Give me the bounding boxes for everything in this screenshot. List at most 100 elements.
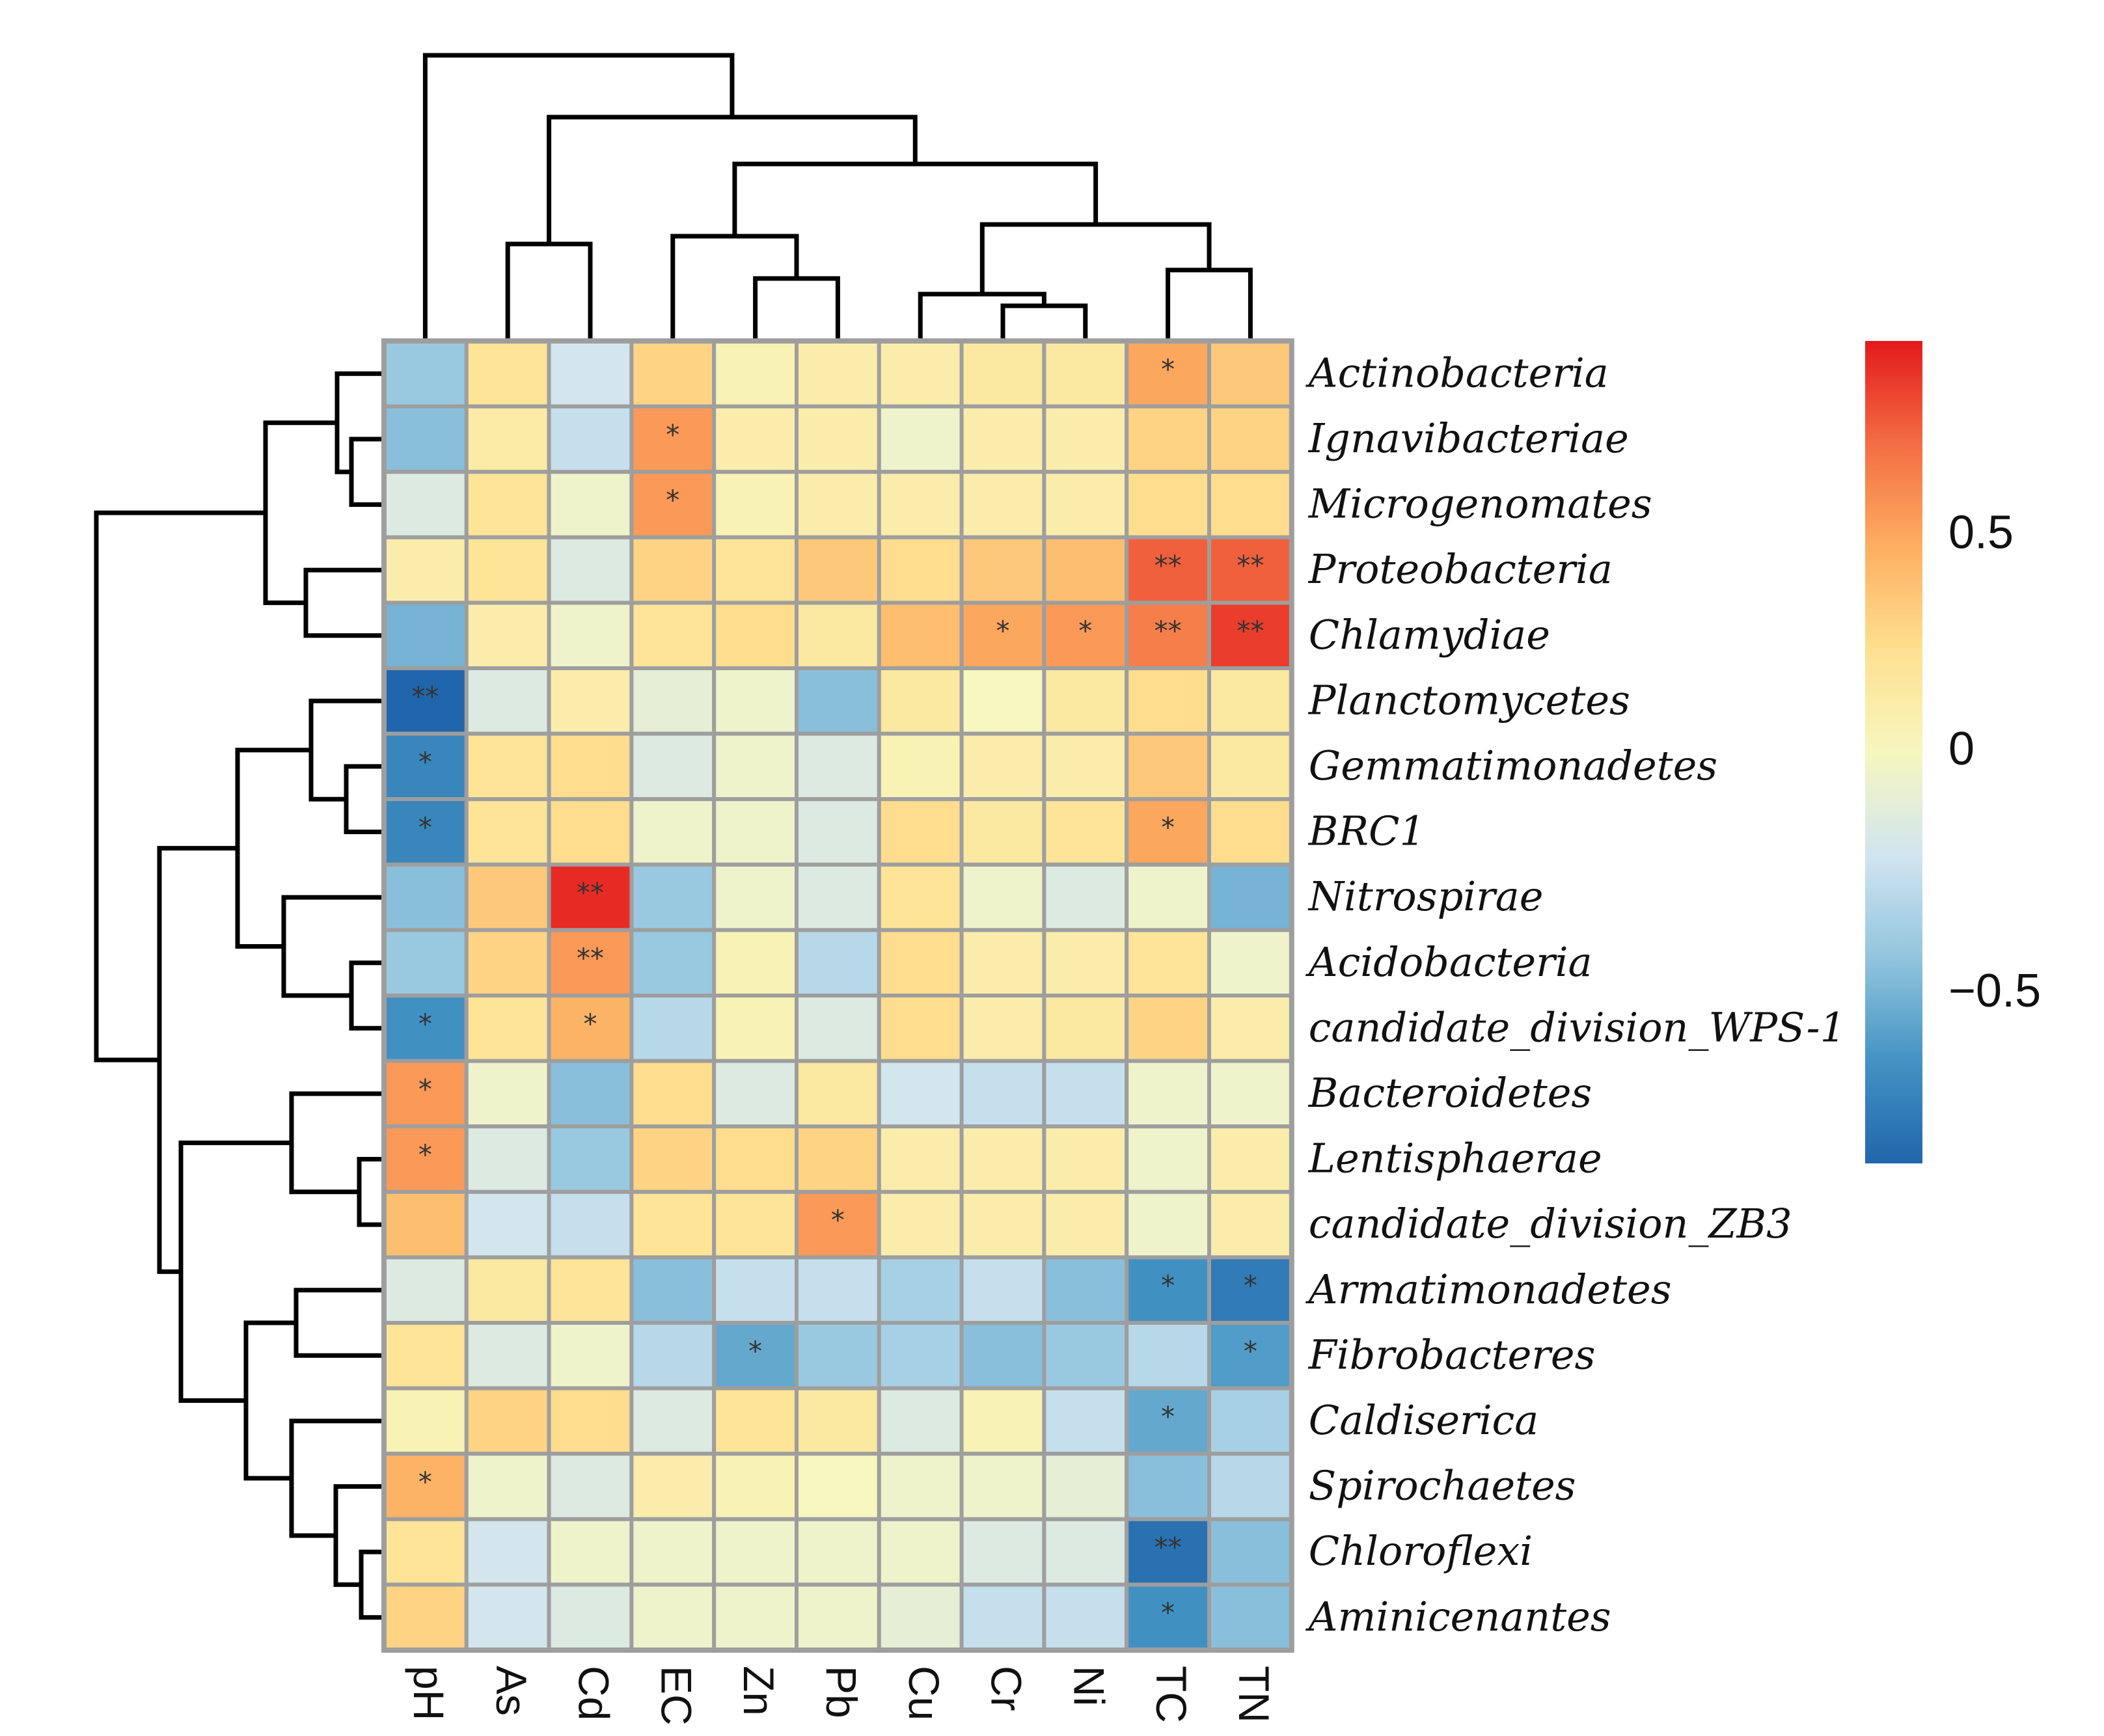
dendrogram-branch: [157, 846, 238, 1274]
heatmap-cell: [795, 666, 881, 736]
dendrogram-branch: [335, 371, 384, 474]
heatmap-cell: [382, 404, 469, 474]
heatmap-cell: [877, 535, 964, 605]
heatmap-cell: [795, 404, 881, 474]
column-label: Cd: [570, 1666, 618, 1720]
heatmap-cell: [712, 731, 799, 802]
dendrogram-branch: [235, 748, 311, 949]
heatmap-cell: [959, 862, 1046, 932]
dendrogram-branch: [357, 1157, 384, 1227]
heatmap-cell: [464, 1255, 551, 1325]
heatmap-cell: [959, 1255, 1046, 1325]
heatmap-cell: [1207, 666, 1294, 736]
heatmap-cell: [1207, 928, 1294, 998]
heatmap-cell: [1207, 404, 1294, 474]
dendrogram-branch: [263, 420, 337, 605]
heatmap-cell: [382, 862, 469, 932]
heatmap-cell: [795, 339, 881, 409]
heatmap-cell: [1042, 862, 1129, 932]
heatmap-cell: [547, 470, 634, 539]
heatmap-cell: [712, 862, 799, 932]
heatmap-cell: [1125, 928, 1211, 998]
significance-star: *: [1244, 1335, 1257, 1367]
heatmap-cell: [464, 1321, 551, 1390]
heatmap-cell: [464, 1517, 551, 1587]
significance-star: **: [577, 942, 604, 974]
heatmap-cell: [795, 928, 881, 998]
heatmap-cell: [1042, 731, 1129, 802]
row-label: Chlamydiae: [1309, 611, 1550, 658]
dendrogram-branch: [979, 222, 1212, 294]
heatmap-cell: [1125, 862, 1211, 932]
heatmap-cell: [959, 731, 1046, 802]
heatmap-cell: [1042, 928, 1129, 998]
significance-star: *: [418, 1008, 432, 1040]
heatmap-cell: [959, 1517, 1046, 1587]
heatmap-cell: [464, 404, 551, 474]
colorbar-tick-label: 0.5: [1948, 506, 2014, 558]
heatmap-cell: [1125, 1321, 1211, 1390]
heatmap-cell: [877, 1189, 964, 1260]
column-label: pH: [405, 1666, 453, 1720]
heatmap-cell: [547, 1124, 634, 1194]
heatmap-cell: [1042, 1452, 1129, 1521]
heatmap-cell: [1125, 1582, 1211, 1652]
row-label: candidate_division_ZB3: [1309, 1200, 1792, 1247]
heatmap-cell: [795, 862, 881, 932]
heatmap-cell: [877, 928, 964, 998]
significance-star: *: [1161, 1597, 1175, 1629]
heatmap-cell: [795, 1517, 881, 1587]
heatmap-cell: [877, 1124, 964, 1194]
heatmap-cell: [382, 339, 469, 409]
row-label: BRC1: [1308, 807, 1425, 855]
heatmap-cell: [464, 601, 551, 671]
heatmap-cell: [1125, 1452, 1211, 1521]
column-label: Cu: [900, 1666, 948, 1720]
heatmap-cell: [1042, 994, 1129, 1063]
heatmap-cell: [547, 601, 634, 671]
heatmap-cell: [795, 1321, 881, 1390]
significance-star: *: [831, 1204, 845, 1236]
significance-star: *: [418, 1139, 432, 1171]
row-label: Bacteroidetes: [1308, 1069, 1592, 1117]
heatmap-cell: [877, 797, 964, 867]
row-label: Aminicenantes: [1305, 1593, 1611, 1640]
heatmap-cell: [464, 994, 551, 1063]
heatmap-cell: [464, 1582, 551, 1652]
significance-star: *: [1161, 811, 1175, 843]
row-label: Proteobacteria: [1308, 545, 1613, 593]
significance-star: *: [1161, 1269, 1175, 1301]
heatmap-cell: [464, 1059, 551, 1129]
heatmap-cell: [464, 797, 551, 867]
heatmap-cell: [382, 470, 469, 539]
heatmap-cell: [1042, 1124, 1129, 1194]
heatmap-cell: [712, 1059, 799, 1129]
heatmap-cell: [795, 1124, 881, 1194]
heatmap-cell: [877, 339, 964, 409]
heatmap-cell: [1042, 339, 1129, 409]
row-label: Microgenomates: [1308, 480, 1652, 528]
dendrogram-branch: [753, 276, 840, 341]
heatmap-cell: [1125, 404, 1211, 474]
dendrogram-branch: [281, 895, 384, 998]
heatmap-cell: [382, 535, 469, 605]
heatmap-cell: [464, 862, 551, 932]
heatmap-cell: [877, 862, 964, 932]
significance-star: *: [1078, 615, 1092, 647]
heatmap-cell: [382, 1321, 469, 1390]
heatmap-cell: [382, 1386, 469, 1456]
heatmap-cell: [1207, 1386, 1294, 1456]
heatmap-cell: [712, 601, 799, 671]
heatmap-cell: [877, 1452, 964, 1521]
dendrogram-branch: [294, 1288, 384, 1358]
heatmap-cell: [712, 1124, 799, 1194]
heatmap-cell: [547, 731, 634, 802]
heatmap-cell: [795, 797, 881, 867]
heatmap-cell: [959, 535, 1046, 605]
heatmap-cell: [629, 731, 717, 802]
significance-star: *: [666, 484, 679, 516]
heatmap-cell: [382, 1189, 469, 1260]
heatmap-cell: [959, 1386, 1046, 1456]
heatmap-cell: [629, 1321, 717, 1390]
heatmap-cells: [381, 338, 1294, 1653]
